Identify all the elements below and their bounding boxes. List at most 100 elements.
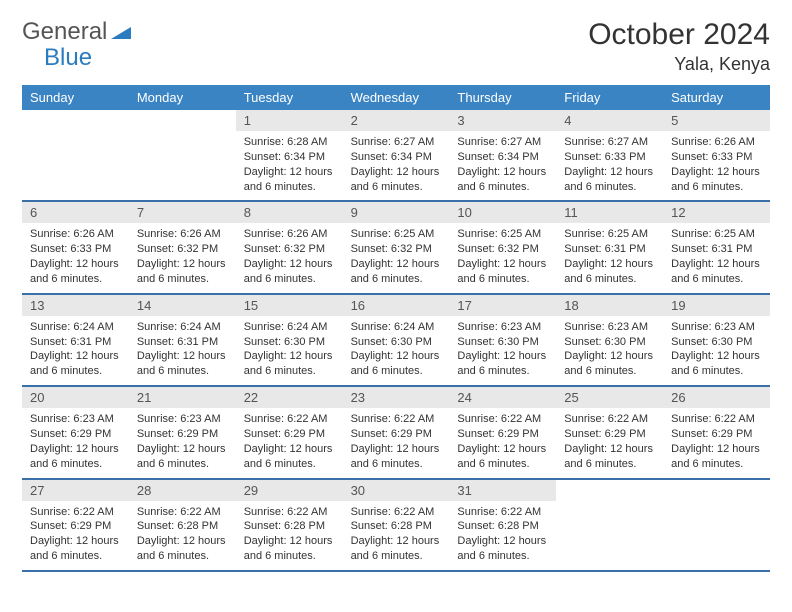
sunset-text: Sunset: 6:30 PM bbox=[457, 335, 548, 350]
sunrise-text: Sunrise: 6:25 AM bbox=[671, 227, 762, 242]
day-number: 28 bbox=[129, 480, 236, 501]
day-content: Sunrise: 6:26 AMSunset: 6:32 PMDaylight:… bbox=[236, 223, 343, 292]
week-row: 20Sunrise: 6:23 AMSunset: 6:29 PMDayligh… bbox=[22, 387, 770, 479]
daylight-text: Daylight: 12 hours and 6 minutes. bbox=[671, 165, 762, 195]
logo-text-blue: Blue bbox=[44, 44, 92, 72]
daylight-text: Daylight: 12 hours and 6 minutes. bbox=[351, 165, 442, 195]
day-number: 17 bbox=[449, 295, 556, 316]
sunrise-text: Sunrise: 6:27 AM bbox=[351, 135, 442, 150]
daylight-text: Daylight: 12 hours and 6 minutes. bbox=[671, 349, 762, 379]
day-content: Sunrise: 6:25 AMSunset: 6:32 PMDaylight:… bbox=[343, 223, 450, 292]
calendar: Sunday Monday Tuesday Wednesday Thursday… bbox=[22, 85, 770, 572]
sunrise-text: Sunrise: 6:22 AM bbox=[457, 505, 548, 520]
logo: General bbox=[22, 18, 131, 46]
daylight-text: Daylight: 12 hours and 6 minutes. bbox=[671, 442, 762, 472]
daylight-text: Daylight: 12 hours and 6 minutes. bbox=[351, 534, 442, 564]
day-cell: 1Sunrise: 6:28 AMSunset: 6:34 PMDaylight… bbox=[236, 110, 343, 200]
day-content: Sunrise: 6:22 AMSunset: 6:28 PMDaylight:… bbox=[449, 501, 556, 570]
day-number: 31 bbox=[449, 480, 556, 501]
dow-sunday: Sunday bbox=[22, 85, 129, 110]
day-content: Sunrise: 6:28 AMSunset: 6:34 PMDaylight:… bbox=[236, 131, 343, 200]
sunrise-text: Sunrise: 6:26 AM bbox=[671, 135, 762, 150]
day-content: Sunrise: 6:27 AMSunset: 6:34 PMDaylight:… bbox=[449, 131, 556, 200]
sunset-text: Sunset: 6:28 PM bbox=[244, 519, 335, 534]
day-content: Sunrise: 6:23 AMSunset: 6:29 PMDaylight:… bbox=[22, 408, 129, 477]
day-content: Sunrise: 6:25 AMSunset: 6:31 PMDaylight:… bbox=[663, 223, 770, 292]
daylight-text: Daylight: 12 hours and 6 minutes. bbox=[244, 442, 335, 472]
logo-text-general: General bbox=[22, 18, 107, 46]
day-number: 11 bbox=[556, 202, 663, 223]
sunrise-text: Sunrise: 6:22 AM bbox=[351, 412, 442, 427]
daylight-text: Daylight: 12 hours and 6 minutes. bbox=[30, 257, 121, 287]
day-number: 8 bbox=[236, 202, 343, 223]
day-content: Sunrise: 6:24 AMSunset: 6:30 PMDaylight:… bbox=[343, 316, 450, 385]
sunset-text: Sunset: 6:32 PM bbox=[351, 242, 442, 257]
sunrise-text: Sunrise: 6:22 AM bbox=[564, 412, 655, 427]
day-content: Sunrise: 6:25 AMSunset: 6:31 PMDaylight:… bbox=[556, 223, 663, 292]
day-cell: 5Sunrise: 6:26 AMSunset: 6:33 PMDaylight… bbox=[663, 110, 770, 200]
day-number: 22 bbox=[236, 387, 343, 408]
day-cell: 28Sunrise: 6:22 AMSunset: 6:28 PMDayligh… bbox=[129, 480, 236, 570]
sunrise-text: Sunrise: 6:23 AM bbox=[564, 320, 655, 335]
day-cell: 25Sunrise: 6:22 AMSunset: 6:29 PMDayligh… bbox=[556, 387, 663, 477]
sunrise-text: Sunrise: 6:23 AM bbox=[671, 320, 762, 335]
day-number: 4 bbox=[556, 110, 663, 131]
day-cell: 31Sunrise: 6:22 AMSunset: 6:28 PMDayligh… bbox=[449, 480, 556, 570]
day-content: Sunrise: 6:23 AMSunset: 6:29 PMDaylight:… bbox=[129, 408, 236, 477]
sunset-text: Sunset: 6:29 PM bbox=[30, 427, 121, 442]
day-number: 24 bbox=[449, 387, 556, 408]
day-cell: 18Sunrise: 6:23 AMSunset: 6:30 PMDayligh… bbox=[556, 295, 663, 385]
day-number: 25 bbox=[556, 387, 663, 408]
daylight-text: Daylight: 12 hours and 6 minutes. bbox=[457, 534, 548, 564]
day-cell bbox=[129, 110, 236, 200]
sunrise-text: Sunrise: 6:24 AM bbox=[244, 320, 335, 335]
day-cell: 8Sunrise: 6:26 AMSunset: 6:32 PMDaylight… bbox=[236, 202, 343, 292]
day-content: Sunrise: 6:27 AMSunset: 6:34 PMDaylight:… bbox=[343, 131, 450, 200]
day-cell: 24Sunrise: 6:22 AMSunset: 6:29 PMDayligh… bbox=[449, 387, 556, 477]
day-cell: 3Sunrise: 6:27 AMSunset: 6:34 PMDaylight… bbox=[449, 110, 556, 200]
sunrise-text: Sunrise: 6:24 AM bbox=[30, 320, 121, 335]
sunrise-text: Sunrise: 6:22 AM bbox=[671, 412, 762, 427]
sunset-text: Sunset: 6:29 PM bbox=[671, 427, 762, 442]
sunrise-text: Sunrise: 6:22 AM bbox=[244, 505, 335, 520]
sunset-text: Sunset: 6:30 PM bbox=[564, 335, 655, 350]
day-cell: 11Sunrise: 6:25 AMSunset: 6:31 PMDayligh… bbox=[556, 202, 663, 292]
day-content: Sunrise: 6:24 AMSunset: 6:30 PMDaylight:… bbox=[236, 316, 343, 385]
dow-monday: Monday bbox=[129, 85, 236, 110]
dow-saturday: Saturday bbox=[663, 85, 770, 110]
day-content: Sunrise: 6:22 AMSunset: 6:28 PMDaylight:… bbox=[129, 501, 236, 570]
day-cell: 15Sunrise: 6:24 AMSunset: 6:30 PMDayligh… bbox=[236, 295, 343, 385]
daylight-text: Daylight: 12 hours and 6 minutes. bbox=[137, 349, 228, 379]
sunset-text: Sunset: 6:32 PM bbox=[137, 242, 228, 257]
day-content bbox=[663, 486, 770, 496]
day-cell: 21Sunrise: 6:23 AMSunset: 6:29 PMDayligh… bbox=[129, 387, 236, 477]
sunset-text: Sunset: 6:30 PM bbox=[244, 335, 335, 350]
sunrise-text: Sunrise: 6:23 AM bbox=[30, 412, 121, 427]
dow-friday: Friday bbox=[556, 85, 663, 110]
week-row: 13Sunrise: 6:24 AMSunset: 6:31 PMDayligh… bbox=[22, 295, 770, 387]
day-content: Sunrise: 6:22 AMSunset: 6:29 PMDaylight:… bbox=[449, 408, 556, 477]
sunset-text: Sunset: 6:32 PM bbox=[457, 242, 548, 257]
day-number: 7 bbox=[129, 202, 236, 223]
day-content: Sunrise: 6:22 AMSunset: 6:29 PMDaylight:… bbox=[556, 408, 663, 477]
daylight-text: Daylight: 12 hours and 6 minutes. bbox=[671, 257, 762, 287]
daylight-text: Daylight: 12 hours and 6 minutes. bbox=[30, 534, 121, 564]
sunset-text: Sunset: 6:28 PM bbox=[351, 519, 442, 534]
dow-row: Sunday Monday Tuesday Wednesday Thursday… bbox=[22, 85, 770, 110]
day-content: Sunrise: 6:22 AMSunset: 6:28 PMDaylight:… bbox=[236, 501, 343, 570]
daylight-text: Daylight: 12 hours and 6 minutes. bbox=[137, 534, 228, 564]
daylight-text: Daylight: 12 hours and 6 minutes. bbox=[137, 442, 228, 472]
sunset-text: Sunset: 6:31 PM bbox=[671, 242, 762, 257]
daylight-text: Daylight: 12 hours and 6 minutes. bbox=[244, 165, 335, 195]
day-cell: 13Sunrise: 6:24 AMSunset: 6:31 PMDayligh… bbox=[22, 295, 129, 385]
day-cell: 27Sunrise: 6:22 AMSunset: 6:29 PMDayligh… bbox=[22, 480, 129, 570]
day-content: Sunrise: 6:26 AMSunset: 6:33 PMDaylight:… bbox=[22, 223, 129, 292]
day-content: Sunrise: 6:26 AMSunset: 6:33 PMDaylight:… bbox=[663, 131, 770, 200]
day-cell: 26Sunrise: 6:22 AMSunset: 6:29 PMDayligh… bbox=[663, 387, 770, 477]
weeks-container: 1Sunrise: 6:28 AMSunset: 6:34 PMDaylight… bbox=[22, 110, 770, 572]
sunrise-text: Sunrise: 6:22 AM bbox=[457, 412, 548, 427]
daylight-text: Daylight: 12 hours and 6 minutes. bbox=[351, 257, 442, 287]
day-content: Sunrise: 6:24 AMSunset: 6:31 PMDaylight:… bbox=[129, 316, 236, 385]
day-cell: 16Sunrise: 6:24 AMSunset: 6:30 PMDayligh… bbox=[343, 295, 450, 385]
sunrise-text: Sunrise: 6:26 AM bbox=[244, 227, 335, 242]
